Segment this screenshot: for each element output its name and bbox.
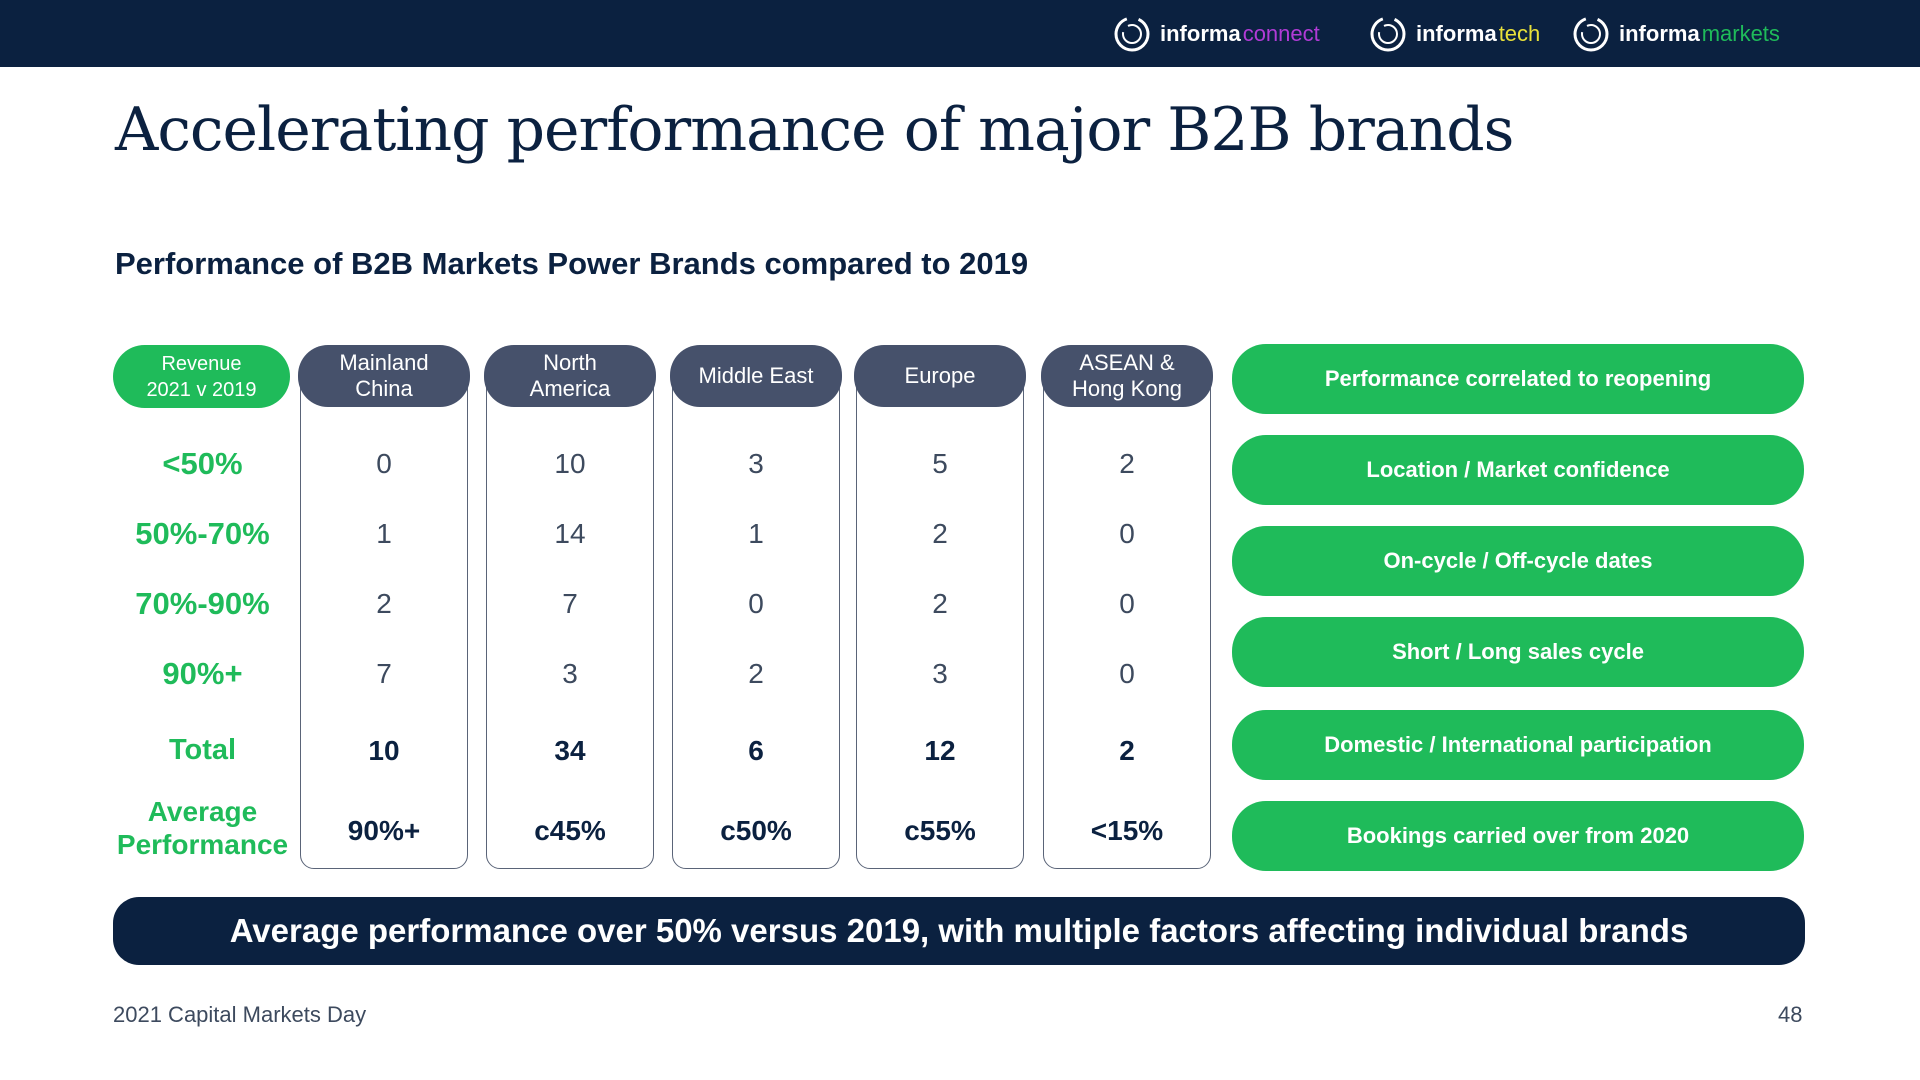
- cell-70-90: 7: [562, 588, 578, 619]
- region-name-line1: Middle East: [698, 363, 814, 388]
- region-header: Mainland China: [298, 345, 470, 407]
- cell-70-90: 2: [376, 588, 392, 619]
- region-name-line1: Mainland: [339, 350, 429, 375]
- row-label-50-70: 50%-70%: [135, 516, 270, 551]
- summary-banner: Average performance over 50% versus 2019…: [113, 897, 1805, 965]
- cell-average: <15%: [1090, 815, 1164, 846]
- informa-tech-logo: informa tech: [1368, 12, 1540, 56]
- informa-ring-icon: [1573, 16, 1609, 52]
- region-header: North America: [484, 345, 656, 407]
- row-label-90-plus: 90%+: [162, 656, 243, 691]
- region-column-north-america: North America 10 14 7 3 34 c45%: [484, 345, 656, 869]
- cell-total: 12: [924, 735, 956, 766]
- region-column-mainland-china: Mainland China 0 1 2 7 10 90%+: [298, 345, 470, 869]
- cell-average: c55%: [904, 815, 976, 846]
- region-name-line2: Hong Kong: [1071, 376, 1183, 401]
- brand-word-bold: informa: [1619, 21, 1700, 46]
- region-column-europe: Europe 5 2 2 3 12 c55%: [854, 345, 1026, 869]
- footer-event-name: 2021 Capital Markets Day: [113, 1002, 367, 1027]
- cell-90-plus: 7: [376, 658, 392, 689]
- region-column-middle-east: Middle East 3 1 0 2 6 c50%: [670, 345, 842, 869]
- row-label-70-90: 70%-90%: [135, 586, 270, 621]
- cell-90-plus: 2: [748, 658, 764, 689]
- region-header: Europe: [854, 345, 1026, 407]
- top-bar: informa connect informa tech informa mar…: [0, 0, 1920, 67]
- revenue-label-line2: 2021 v 2019: [146, 378, 257, 401]
- brand-word-bold: informa: [1416, 21, 1497, 46]
- cell-total: 10: [368, 735, 400, 766]
- column-box: [672, 375, 840, 869]
- factor-pill: Performance correlated to reopening: [1232, 344, 1804, 414]
- region-name-line2: China: [355, 376, 413, 401]
- cell-under-50: 0: [376, 448, 392, 479]
- informa-markets-logo: informa markets: [1571, 12, 1780, 56]
- avg-label-line1: Average: [147, 796, 258, 827]
- column-box: [486, 375, 654, 869]
- region-name-line2: America: [529, 376, 611, 401]
- region-column-asean-hong-kong: ASEAN & Hong Kong 2 0 0 0 2 <15%: [1041, 345, 1213, 869]
- cell-under-50: 10: [554, 448, 586, 479]
- cell-50-70: 2: [932, 518, 948, 549]
- factor-pill: On-cycle / Off-cycle dates: [1232, 526, 1804, 596]
- revenue-label-line1: Revenue: [161, 352, 242, 375]
- factor-pill: Location / Market confidence: [1232, 435, 1804, 505]
- cell-under-50: 5: [932, 448, 948, 479]
- cell-total: 2: [1119, 735, 1135, 766]
- factor-pill: Short / Long sales cycle: [1232, 617, 1804, 687]
- cell-under-50: 2: [1119, 448, 1135, 479]
- brand-word-light: tech: [1498, 21, 1541, 46]
- cell-50-70: 1: [376, 518, 392, 549]
- informa-ring-icon: [1114, 16, 1150, 52]
- column-box: [1043, 375, 1211, 869]
- brand-word-bold: informa: [1160, 21, 1241, 46]
- cell-90-plus: 0: [1119, 658, 1135, 689]
- cell-under-50: 3: [748, 448, 764, 479]
- cell-70-90: 0: [1119, 588, 1135, 619]
- region-header: ASEAN & Hong Kong: [1041, 345, 1213, 407]
- cell-90-plus: 3: [562, 658, 578, 689]
- row-label-total: Total: [168, 734, 237, 766]
- factor-pill: Domestic / International participation: [1232, 710, 1804, 780]
- cell-average: c45%: [534, 815, 606, 846]
- cell-average: 90%+: [347, 815, 421, 846]
- cell-90-plus: 3: [932, 658, 948, 689]
- cell-50-70: 1: [748, 518, 764, 549]
- region-name-line1: North: [543, 350, 597, 375]
- cell-70-90: 2: [932, 588, 948, 619]
- region-header: Middle East: [670, 345, 842, 407]
- page-number: 48: [1778, 1002, 1803, 1027]
- region-name-line1: Europe: [904, 363, 976, 388]
- page-title: Accelerating performance of major B2B br…: [115, 95, 1514, 165]
- factor-pill: Bookings carried over from 2020: [1232, 801, 1804, 871]
- cell-70-90: 0: [748, 588, 764, 619]
- informa-connect-logo: informa connect: [1112, 12, 1320, 56]
- cell-total: 6: [748, 735, 764, 766]
- column-box: [856, 375, 1024, 869]
- region-name-line1: ASEAN &: [1079, 350, 1175, 375]
- revenue-header-pill: Revenue 2021 v 2019: [113, 345, 290, 408]
- row-label-average-performance: Average Performance: [100, 795, 305, 861]
- cell-average: c50%: [720, 815, 792, 846]
- page-subtitle: Performance of B2B Markets Power Brands …: [115, 246, 1029, 281]
- cell-50-70: 14: [554, 518, 586, 549]
- avg-label-line2: Performance: [116, 829, 289, 860]
- cell-50-70: 0: [1119, 518, 1135, 549]
- row-label-under-50: <50%: [162, 446, 243, 481]
- column-box: [300, 375, 468, 869]
- informa-ring-icon: [1370, 16, 1406, 52]
- brand-word-light: markets: [1701, 21, 1780, 46]
- cell-total: 34: [554, 735, 586, 766]
- brand-word-light: connect: [1242, 21, 1320, 46]
